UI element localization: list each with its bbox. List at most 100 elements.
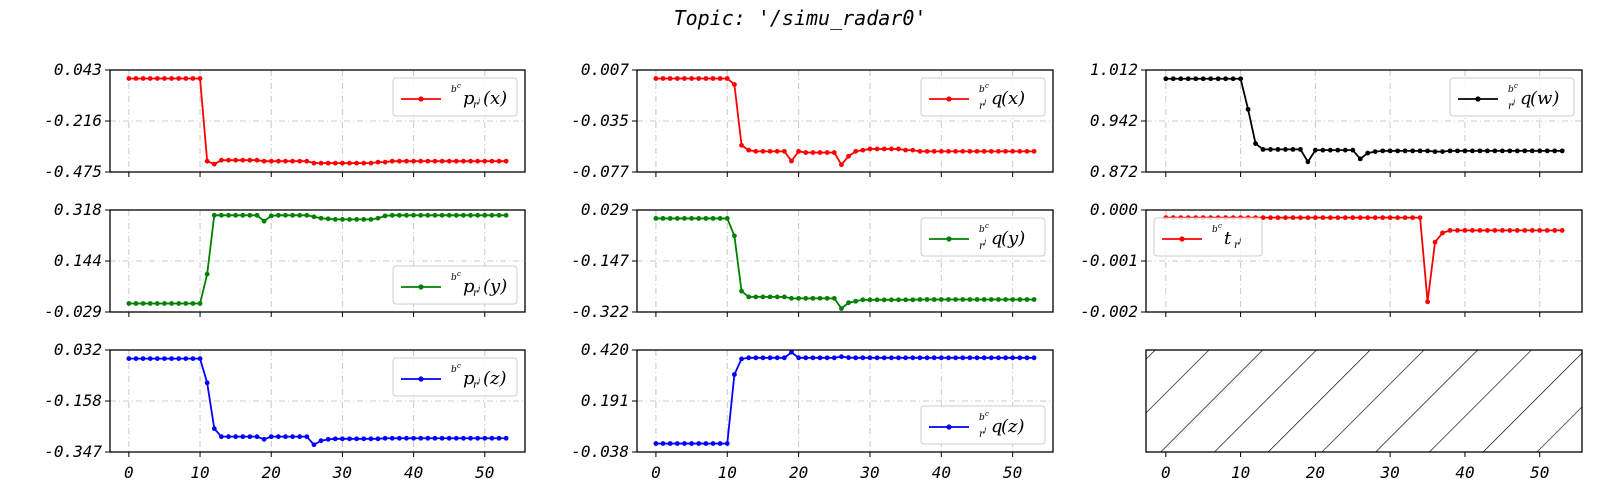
data-point-qz [938, 355, 944, 361]
data-point-px [361, 160, 367, 166]
ytick-label: 0.144 [54, 251, 102, 270]
data-point-qx [703, 76, 709, 81]
data-point-py [304, 212, 310, 218]
data-point-py [290, 212, 295, 218]
chart-title: Topic: '/simu_radar0' [674, 6, 927, 30]
data-point-qy [839, 306, 844, 311]
data-point-pz [183, 356, 189, 362]
data-point-qy [988, 297, 994, 302]
data-point-pz [361, 436, 367, 442]
data-point-py [162, 301, 167, 306]
data-point-qz [1010, 355, 1016, 361]
data-point-px [475, 158, 481, 164]
legend-marker [1179, 236, 1185, 242]
data-point-t [1268, 215, 1273, 221]
data-point-qz [774, 355, 780, 361]
data-point-px [261, 158, 267, 164]
legend-base: t [1224, 228, 1232, 249]
panel-qz-xtick-label: 40 [932, 463, 951, 482]
data-point-qx [803, 150, 809, 155]
panel-qx: 0.007 -0.035 -0.077 b c r j q(x) [571, 60, 1054, 181]
legend-sub: r [979, 241, 985, 252]
data-point-px [176, 76, 182, 81]
data-point-qw [1544, 148, 1550, 154]
legend-sub: r [473, 288, 479, 299]
data-point-qy [660, 216, 666, 221]
data-point-px [304, 158, 310, 164]
data-point-px [468, 158, 473, 164]
data-point-qx [724, 76, 730, 81]
data-point-pz [396, 435, 402, 441]
data-point-t [1552, 228, 1558, 233]
data-point-px [147, 76, 153, 81]
data-point-qz [839, 354, 844, 360]
legend-arg: (y) [1001, 228, 1025, 249]
data-point-qy [1031, 297, 1037, 302]
data-point-qx [1003, 148, 1008, 154]
data-point-qw [1238, 76, 1244, 82]
data-point-qx [981, 148, 987, 154]
data-point-qw [1372, 149, 1378, 155]
data-point-qw [1380, 148, 1386, 154]
data-point-pz [176, 356, 182, 362]
data-point-qw [1470, 148, 1475, 154]
legend-sub: r [1508, 101, 1514, 112]
hatched-panel [1145, 349, 1583, 453]
data-point-qw [1537, 148, 1543, 154]
data-point-px [126, 76, 132, 81]
data-point-px [425, 158, 431, 164]
data-point-pz [140, 356, 146, 362]
legend-subsup: j [476, 97, 481, 105]
data-point-qy [946, 297, 951, 302]
legend-subsup: j [476, 377, 481, 385]
data-point-qx [774, 148, 780, 154]
ytick-label: 0.000 [1090, 200, 1138, 219]
data-point-px [254, 157, 260, 163]
data-point-py [354, 217, 360, 222]
data-point-qx [938, 148, 944, 154]
data-point-qy [703, 216, 709, 221]
data-point-qy [846, 300, 851, 306]
data-point-qw [1402, 148, 1408, 154]
legend-px: b cpr j (x) [392, 77, 518, 117]
data-point-qx [1017, 148, 1023, 154]
data-point-qw [1312, 147, 1318, 153]
data-point-qx [974, 148, 980, 154]
data-point-qy [931, 297, 937, 302]
hatched-panel-xtick-label: 50 [1530, 463, 1549, 482]
data-point-qw [1552, 148, 1558, 154]
data-point-t [1432, 239, 1438, 245]
data-point-py [475, 212, 481, 218]
legend-supsup: c [1218, 222, 1222, 230]
data-point-qx [710, 76, 716, 81]
data-point-py [439, 212, 445, 218]
data-point-qw [1320, 147, 1326, 153]
data-point-px [489, 158, 495, 164]
data-point-px [211, 161, 217, 167]
data-point-qz [853, 355, 859, 361]
data-point-px [332, 160, 338, 166]
legend-sup: b [979, 413, 985, 423]
data-point-pz [154, 356, 160, 362]
data-point-pz [275, 434, 281, 440]
legend-base: q [991, 88, 1003, 109]
data-point-py [418, 212, 424, 218]
data-point-qw [1410, 148, 1416, 154]
data-point-qx [839, 162, 844, 168]
data-point-qz [810, 355, 816, 361]
data-point-qw [1514, 148, 1520, 154]
data-point-qy [867, 297, 873, 303]
data-point-pz [389, 435, 395, 441]
data-point-py [261, 218, 267, 224]
data-point-qy [1003, 297, 1008, 302]
data-point-qz [710, 441, 716, 446]
data-point-py [283, 212, 288, 218]
data-point-t [1380, 215, 1386, 221]
data-point-t [1470, 228, 1475, 233]
data-point-px [283, 158, 288, 164]
panel-qz-xtick-label: 0 [651, 463, 661, 482]
data-point-pz [297, 434, 303, 440]
data-point-qz [667, 441, 673, 446]
data-point-qz [846, 355, 851, 360]
data-point-qx [760, 148, 766, 154]
